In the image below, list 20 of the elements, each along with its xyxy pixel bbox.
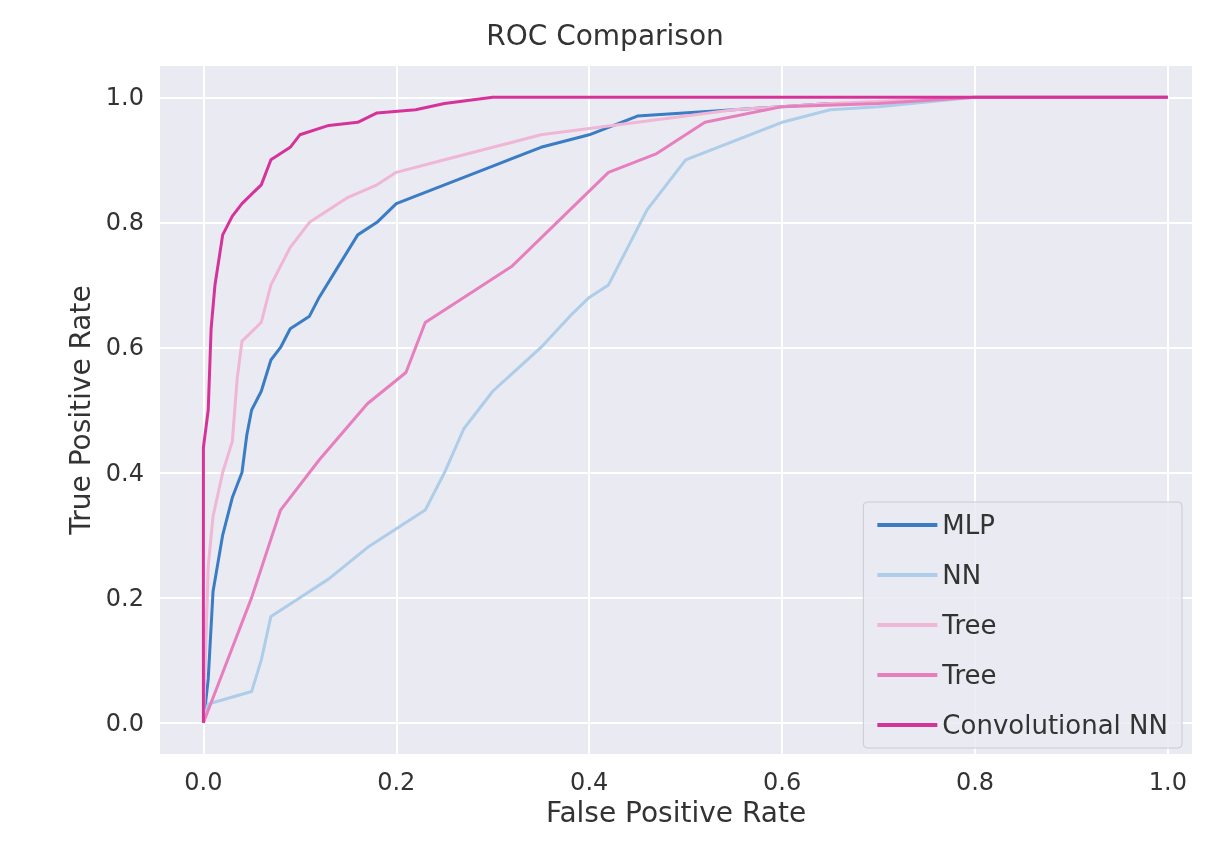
x-tick-label: 0.6	[763, 768, 802, 796]
y-tick-label: 0.8	[105, 208, 144, 237]
x-tick-label: 1.0	[1148, 768, 1187, 796]
chart-title: ROC Comparison	[486, 18, 724, 52]
x-tick-label: 0.2	[377, 768, 416, 796]
y-tick-label: 0.2	[105, 583, 144, 612]
legend-label: Tree	[941, 610, 997, 640]
legend-label: Convolutional NN	[942, 710, 1169, 740]
x-axis-title: False Positive Rate	[545, 796, 807, 830]
legend-label: Tree	[941, 660, 997, 690]
x-tick-label: 0.8	[955, 768, 995, 796]
legend-label: NN	[942, 560, 982, 590]
legend-label: MLP	[942, 510, 995, 540]
y-tick-label: 0.6	[105, 333, 144, 362]
y-axis-title: True Positive Rate	[64, 285, 98, 536]
y-tick-label: 0.4	[105, 458, 144, 487]
x-tick-label: 0.0	[184, 768, 223, 796]
x-tick-label: 0.4	[570, 768, 609, 796]
y-tick-label: 0.0	[105, 708, 144, 737]
y-tick-label: 1.0	[105, 83, 144, 112]
